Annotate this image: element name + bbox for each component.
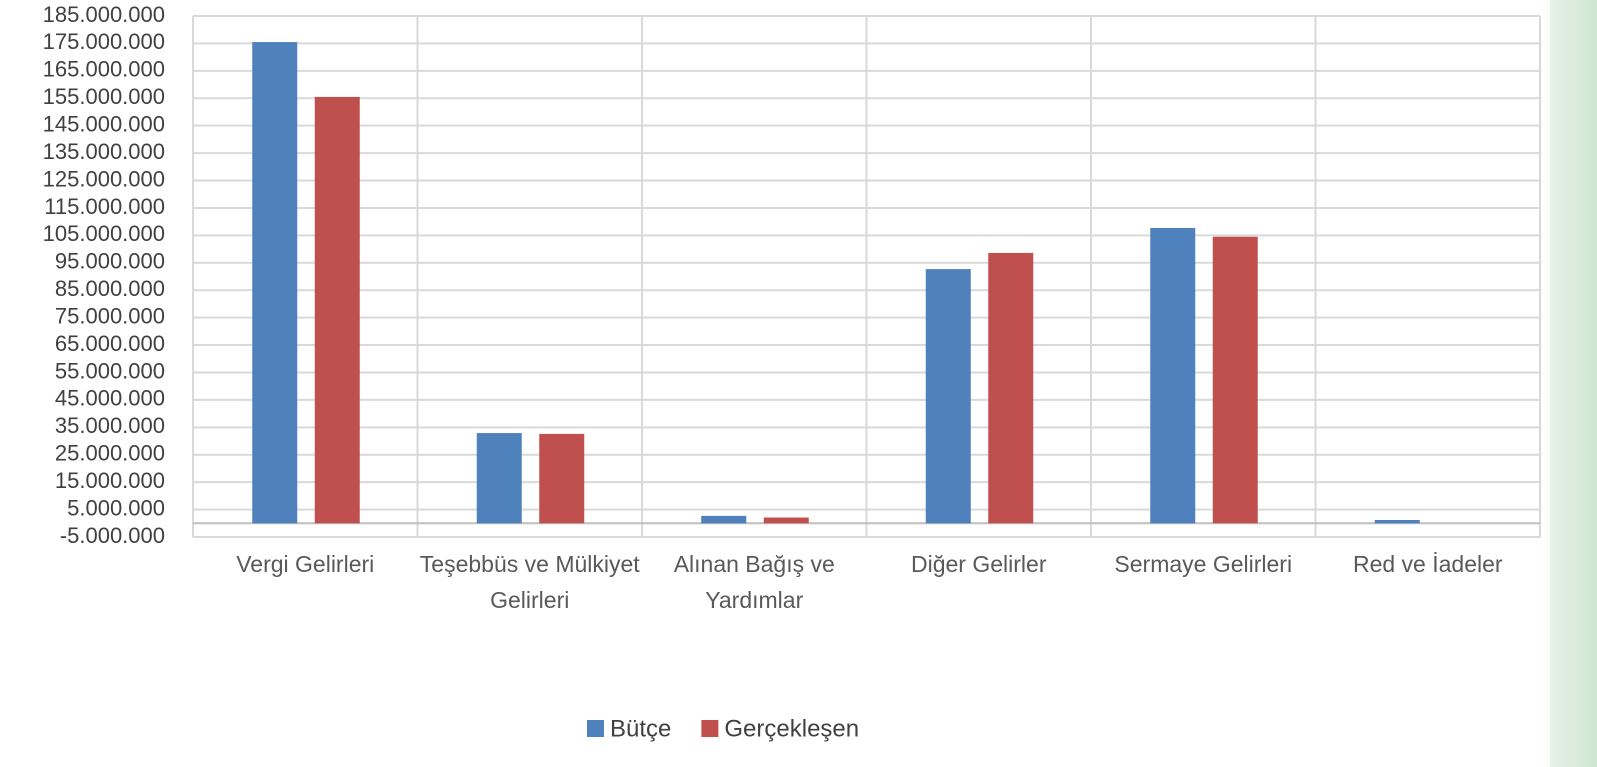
bar bbox=[763, 517, 809, 524]
y-tick-label: 35.000.000 bbox=[55, 413, 165, 438]
bar bbox=[1212, 236, 1258, 524]
side-decoration bbox=[1550, 0, 1597, 767]
y-tick-label: 15.000.000 bbox=[55, 468, 165, 493]
x-tick-label: Vergi Gelirleri bbox=[236, 551, 375, 577]
y-tick-label: 145.000.000 bbox=[43, 111, 165, 136]
x-tick-label: Diğer Gelirler bbox=[911, 551, 1047, 577]
bar bbox=[988, 252, 1034, 524]
y-tick-label: 185.000.000 bbox=[43, 2, 165, 27]
x-tick-label: Red ve İadeler bbox=[1352, 551, 1503, 577]
bar bbox=[252, 42, 298, 524]
x-tick-label: Alınan Bağış ve Yardımlar bbox=[673, 551, 835, 613]
y-tick-label: 55.000.000 bbox=[55, 358, 165, 383]
y-tick-label: 165.000.000 bbox=[43, 57, 165, 82]
legend-label: Gerçekleşen bbox=[724, 715, 859, 742]
y-tick-label: 45.000.000 bbox=[55, 386, 165, 411]
legend-swatch bbox=[587, 720, 604, 737]
y-tick-label: -5.000.000 bbox=[60, 523, 165, 548]
y-tick-label: 95.000.000 bbox=[55, 249, 165, 274]
x-tick-label: Teşebbüs ve Mülkiyet Gelirleri bbox=[419, 551, 640, 613]
y-tick-label: 25.000.000 bbox=[55, 441, 165, 466]
bar bbox=[925, 269, 971, 524]
legend-label: Bütçe bbox=[610, 715, 671, 742]
bar bbox=[701, 515, 747, 524]
y-tick-label: 115.000.000 bbox=[44, 194, 165, 219]
y-tick-label: 175.000.000 bbox=[43, 29, 165, 54]
y-tick-label: 85.000.000 bbox=[55, 276, 165, 301]
x-tick-label: Sermaye Gelirleri bbox=[1114, 551, 1293, 577]
y-tick-label: 155.000.000 bbox=[43, 84, 165, 109]
bar bbox=[539, 433, 585, 524]
y-tick-label: 5.000.000 bbox=[67, 495, 165, 520]
bar bbox=[1374, 519, 1420, 524]
bar bbox=[1150, 227, 1196, 524]
y-tick-label: 135.000.000 bbox=[43, 139, 165, 164]
bar bbox=[476, 433, 522, 524]
y-tick-label: 75.000.000 bbox=[55, 303, 165, 328]
legend-swatch bbox=[701, 720, 719, 737]
y-tick-label: 105.000.000 bbox=[43, 221, 165, 246]
y-tick-label: 125.000.000 bbox=[43, 166, 165, 191]
bar bbox=[314, 96, 360, 524]
y-tick-label: 65.000.000 bbox=[55, 331, 165, 356]
